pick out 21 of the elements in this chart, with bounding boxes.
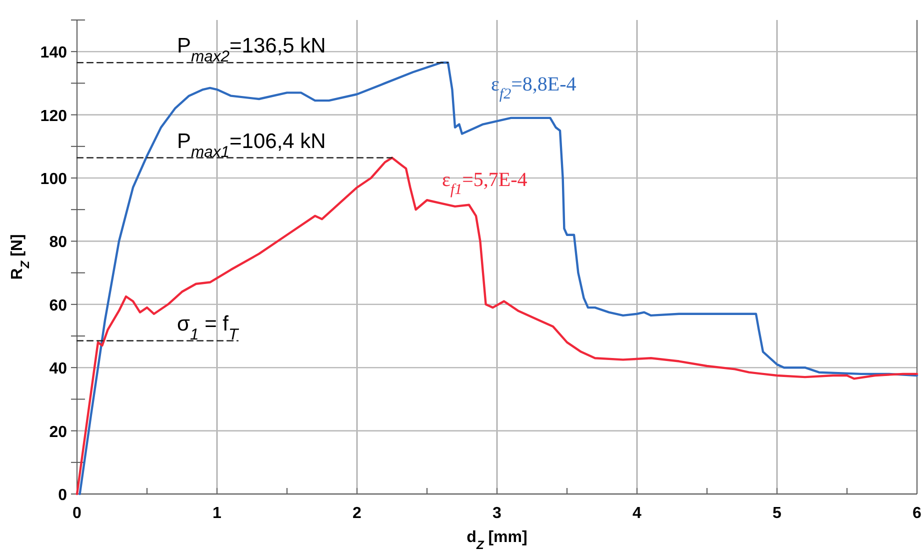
x-tick-label: 1	[212, 505, 222, 522]
y-tick-label: 100	[40, 171, 68, 188]
series-label: ε$_{f2}$=8,8E-4	[491, 74, 576, 103]
y-tick-label: 80	[49, 234, 68, 252]
annotation: P$_{max2}$=136,5 kN	[177, 34, 326, 66]
annotation: σ$_{1}$ = f$_{T}$	[177, 312, 240, 344]
x-tick-label: 2	[352, 505, 362, 522]
x-tick-label: 6	[912, 505, 922, 522]
y-tick-label: 120	[40, 108, 68, 125]
x-axis-title: d$_{Z}$ [mm]	[466, 529, 528, 552]
x-tick-label: 5	[772, 505, 782, 522]
x-tick-label: 0	[72, 505, 82, 522]
series-label: ε$_{f1}$=5,7E-4	[442, 168, 528, 198]
x-tick-label: 3	[492, 505, 502, 522]
y-tick-label: 0	[58, 487, 68, 504]
annotation: P$_{max1}$=106,4 kN	[177, 130, 326, 160]
y-tick-label: 60	[49, 297, 68, 314]
y-tick-label: 20	[49, 424, 68, 441]
y-tick-label: 140	[40, 44, 68, 62]
x-tick-label: 4	[632, 505, 642, 522]
y-tick-label: 40	[49, 360, 68, 378]
